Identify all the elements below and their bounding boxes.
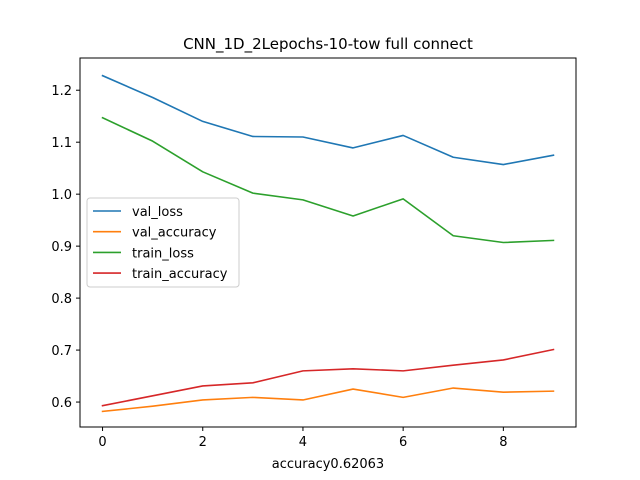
- y-tick-label: 1.0: [51, 188, 72, 203]
- series-line-val-accuracy: [101, 387, 555, 413]
- legend-label: train_accuracy: [132, 267, 228, 282]
- legend-label: val_accuracy: [132, 226, 217, 241]
- x-tick-label: 6: [399, 435, 407, 450]
- y-tick-label: 0.6: [51, 396, 72, 411]
- y-tick-label: 1.1: [51, 136, 72, 151]
- y-axis: 0.6 0.7 0.8 0.9 1.0 1.1 1.2: [51, 84, 80, 411]
- plot-frame: [79, 57, 577, 428]
- legend-label: val_loss: [132, 205, 183, 220]
- chart-title: CNN_1D_2Lepochs-10-tow full connect: [183, 35, 473, 54]
- x-tick-label: 0: [98, 435, 106, 450]
- y-tick-label: 1.2: [51, 84, 72, 99]
- x-tick-label: 2: [199, 435, 207, 450]
- x-tick-label: 4: [299, 435, 307, 450]
- series-line-val-loss: [101, 74, 555, 166]
- plot-area: [79, 57, 577, 428]
- series-line-train-accuracy: [101, 348, 555, 407]
- y-tick-label: 0.9: [51, 240, 72, 255]
- series-line-train-loss: [101, 116, 555, 244]
- y-tick-label: 0.7: [51, 344, 72, 359]
- x-tick-label: 8: [499, 435, 507, 450]
- legend-label: train_loss: [132, 246, 194, 261]
- x-axis-label: accuracy0.62063: [272, 457, 384, 472]
- y-tick-label: 0.8: [51, 292, 72, 307]
- legend-box: [86, 197, 240, 288]
- legend: val_loss val_accuracy train_loss train_accu…: [86, 197, 240, 288]
- x-axis: 0 2 4 6 8: [98, 427, 507, 450]
